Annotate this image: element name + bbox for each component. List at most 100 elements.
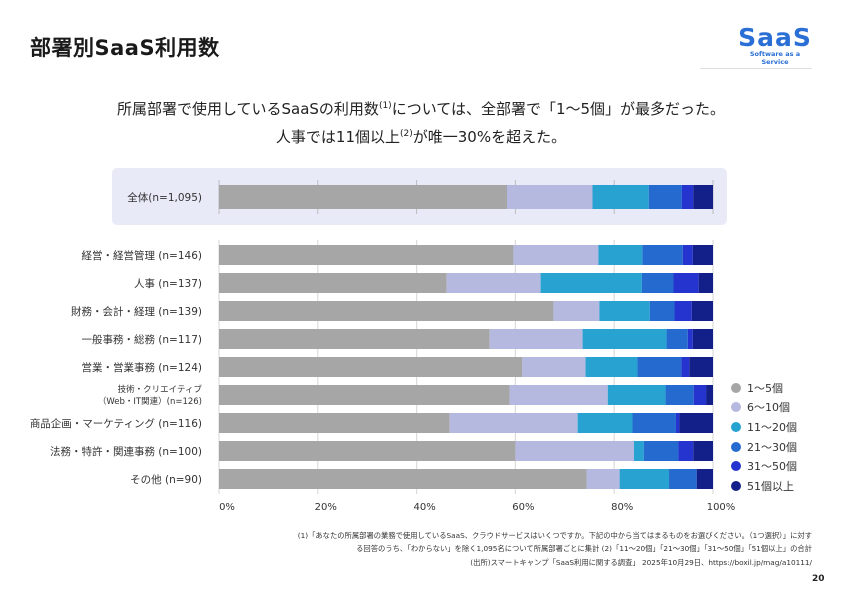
bar-segment-5 [681,357,690,377]
bar-segment-2 [509,385,608,405]
bar-segment-6 [706,385,713,405]
page-number: 20 [812,574,825,584]
bar-segment-4 [632,413,676,433]
category-label: 法務・特許・関連事務 (n=100) [50,445,202,458]
bar-segment-1 [219,441,516,461]
bar-segment-4 [649,301,675,321]
bar-segment-2 [507,185,593,209]
category-label: 人事 (n=137) [134,277,202,290]
category-label: 財務・会計・経理 (n=139) [71,305,202,318]
bar-segment-3 [619,469,670,489]
bar-segment-3 [607,385,666,405]
subtitle-text: 所属部署で使用しているSaaSの利用数 [116,100,379,118]
legend-label: 31〜50個 [747,460,797,474]
bar-segment-5 [682,245,693,265]
bar-segment-3 [598,245,643,265]
saas-logo: SaaS Software as a Service [736,25,814,66]
bar-segment-2 [513,245,599,265]
page-title: 部署別SaaS利用数 [30,36,220,60]
legend-label: 51個以上 [747,479,794,493]
bar-segment-5 [673,273,699,293]
bar-segment-6 [696,469,713,489]
bar-segment-6 [689,357,713,377]
x-tick-label: 100% [707,502,736,513]
bar-segment-6 [693,441,713,461]
category-label-line-2: （Web・IT関連）(n=126) [98,396,202,407]
legend-item: 31〜50個 [731,456,797,476]
header-divider [700,68,812,69]
bar-segment-6 [692,329,713,349]
bar-segment-3 [585,357,638,377]
legend-label: 6〜10個 [747,401,790,415]
bar-segment-3 [592,185,649,209]
bar-segment-4 [637,357,682,377]
legend-item: 21〜30個 [731,437,797,457]
category-label: 経営・経営管理 (n=146) [81,249,202,262]
legend-swatch [731,402,741,413]
legend-swatch [731,441,741,452]
legend-label: 11〜20個 [747,420,797,434]
bar-segment-3 [582,329,667,349]
bar-segment-4 [669,469,697,489]
bar-segment-4 [665,385,694,405]
bar-segment-4 [642,245,683,265]
bar-segment-2 [522,357,586,377]
bar-segment-6 [679,413,713,433]
bar-segment-2 [449,413,578,433]
bar-segment-6 [692,245,713,265]
x-tick-label: 60% [512,502,534,513]
bar-segment-3 [577,413,633,433]
bar-segment-5 [693,385,707,405]
bar-segment-5 [687,329,693,349]
bar-segment-4 [643,441,679,461]
bar-segment-1 [219,329,490,349]
x-tick-label: 0% [219,502,235,513]
category-label: 商品企画・マーケティング (n=116) [30,417,202,430]
bar-segment-3 [599,301,650,321]
bar-segment-1 [219,469,587,489]
category-label: 全体(n=1,095) [127,191,202,204]
bar-segment-5 [674,301,692,321]
bar-segment-5 [681,185,694,209]
bar-segment-4 [666,329,688,349]
x-tick-label: 20% [315,502,337,513]
legend-item: 51個以上 [731,476,797,496]
logo-tagline: Software as a Service [749,50,801,66]
legend-item: 1〜5個 [731,378,797,398]
bar-segment-2 [515,441,634,461]
legend-item: 11〜20個 [731,417,797,437]
bar-segment-1 [219,413,450,433]
bar-segment-2 [446,273,541,293]
bar-segment-2 [489,329,583,349]
subtitle-line-1: 所属部署で使用しているSaaSの利用数(1)については、全部署で「1〜5個」が最… [0,98,842,119]
bar-segment-1 [219,357,523,377]
legend-swatch [731,461,741,472]
footnote-source: (出所)スマートキャンプ「SaaS利用に関する調査」 2025年10月29日、h… [470,558,812,567]
bar-segment-2 [586,469,620,489]
bar-segment-3 [540,273,642,293]
legend-item: 6〜10個 [731,398,797,418]
category-label: 営業・営業事務 (n=124) [81,361,202,374]
bar-segment-3 [633,441,644,461]
legend: 1〜5個 6〜10個 11〜20個 21〜30個 31〜50個 51個以上 [731,378,797,496]
category-label: その他 (n=90) [130,473,202,486]
bar-segment-6 [691,301,713,321]
legend-swatch [731,382,741,393]
legend-swatch [731,421,741,432]
bar-segment-5 [675,413,680,433]
bar-segment-1 [219,301,554,321]
legend-label: 21〜30個 [747,440,797,454]
subtitle-text: 人事では11個以上 [275,128,400,146]
x-tick-label: 80% [611,502,633,513]
bar-segment-4 [648,185,682,209]
bar-segment-6 [693,185,713,209]
category-label: 技術・クリエイティブ [118,384,203,395]
x-tick-label: 40% [413,502,435,513]
legend-label: 1〜5個 [747,381,783,395]
bar-segment-5 [678,441,694,461]
bar-segment-1 [219,273,447,293]
bar-segment-1 [219,185,508,209]
bar-segment-4 [641,273,674,293]
